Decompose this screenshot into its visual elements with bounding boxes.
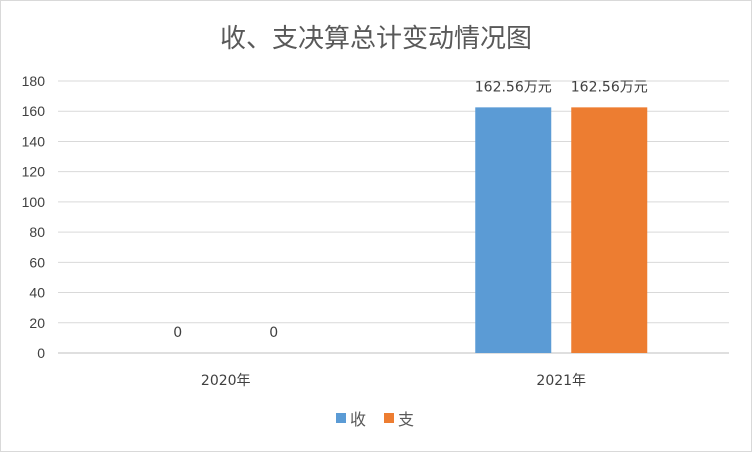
x-axis-categories: 2020年 2021年 [201,373,586,389]
y-tick-label: 0 [37,345,45,361]
data-labels: 0 0 162.56万元 162.56万元 [173,79,647,341]
legend-label: 收 [350,410,366,429]
data-label: 162.56万元 [475,79,552,95]
data-label: 162.56万元 [571,79,648,95]
legend-label: 支 [398,410,414,429]
y-tick-label: 60 [29,254,45,270]
y-tick-label: 160 [22,103,46,119]
y-axis-ticks: 0 20 40 60 80 100 120 140 160 180 [22,73,46,361]
y-tick-label: 120 [22,164,46,180]
y-tick-label: 180 [22,73,46,89]
y-tick-label: 20 [29,315,45,331]
y-tick-label: 100 [22,194,46,210]
y-tick-label: 140 [22,133,46,149]
legend: 收支 [336,410,414,429]
category-label: 2020年 [201,373,251,389]
legend-swatch [384,413,394,423]
bars [475,107,648,353]
data-label: 0 [269,325,278,341]
y-tick-label: 40 [29,285,45,301]
category-label: 2021年 [536,373,586,389]
bar [475,107,552,353]
data-label: 0 [173,325,182,341]
chart-title: 收、支决算总计变动情况图 [220,24,532,54]
y-tick-label: 80 [29,224,45,240]
legend-swatch [336,413,346,423]
gridlines [58,80,729,354]
bar [571,107,648,353]
